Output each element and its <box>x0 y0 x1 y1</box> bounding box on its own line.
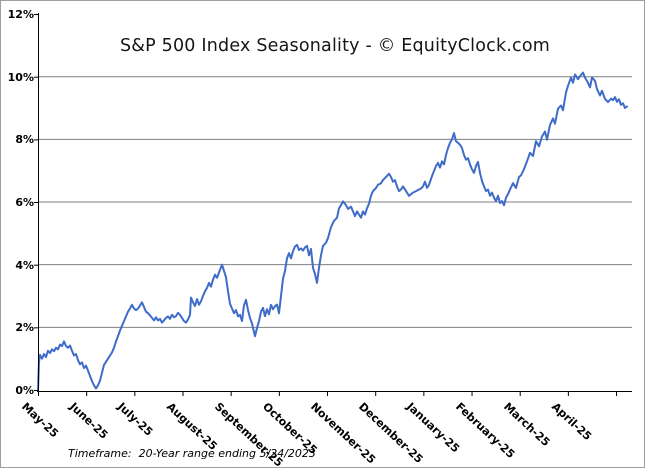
y-tick-label: 6% <box>15 196 34 210</box>
y-tick-label: 2% <box>15 321 34 335</box>
timeframe-note: Timeframe: 20-Year range ending 5/24/202… <box>68 447 316 460</box>
y-tick-label: 10% <box>7 70 34 84</box>
y-tick-label: 12% <box>7 8 34 22</box>
y-tick-label: 8% <box>15 133 34 147</box>
seasonality-line <box>37 71 628 391</box>
y-tick-label: 0% <box>15 384 34 397</box>
y-tick-label: 4% <box>15 258 34 272</box>
chart-title: S&P 500 Index Seasonality - © EquityCloc… <box>119 36 551 56</box>
